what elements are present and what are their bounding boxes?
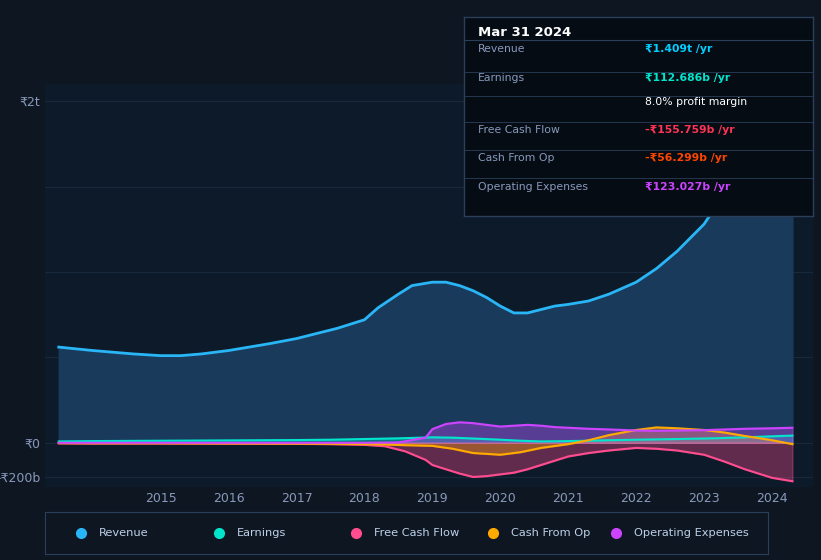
- Text: -₹56.299b /yr: -₹56.299b /yr: [645, 153, 727, 163]
- Text: Operating Expenses: Operating Expenses: [634, 529, 749, 538]
- Text: Earnings: Earnings: [478, 73, 525, 83]
- Text: ₹123.027b /yr: ₹123.027b /yr: [645, 182, 731, 192]
- Text: -₹155.759b /yr: -₹155.759b /yr: [645, 125, 735, 135]
- Text: Cash From Op: Cash From Op: [511, 529, 590, 538]
- Text: ₹1.409t /yr: ₹1.409t /yr: [645, 44, 713, 54]
- Text: 8.0% profit margin: 8.0% profit margin: [645, 97, 747, 108]
- Text: Cash From Op: Cash From Op: [478, 153, 554, 163]
- Text: ₹112.686b /yr: ₹112.686b /yr: [645, 73, 731, 83]
- Text: Revenue: Revenue: [99, 529, 149, 538]
- Text: Operating Expenses: Operating Expenses: [478, 182, 588, 192]
- Text: Mar 31 2024: Mar 31 2024: [478, 26, 571, 39]
- Text: Revenue: Revenue: [478, 44, 525, 54]
- Text: Free Cash Flow: Free Cash Flow: [374, 529, 459, 538]
- Text: Earnings: Earnings: [236, 529, 286, 538]
- Text: Free Cash Flow: Free Cash Flow: [478, 125, 560, 135]
